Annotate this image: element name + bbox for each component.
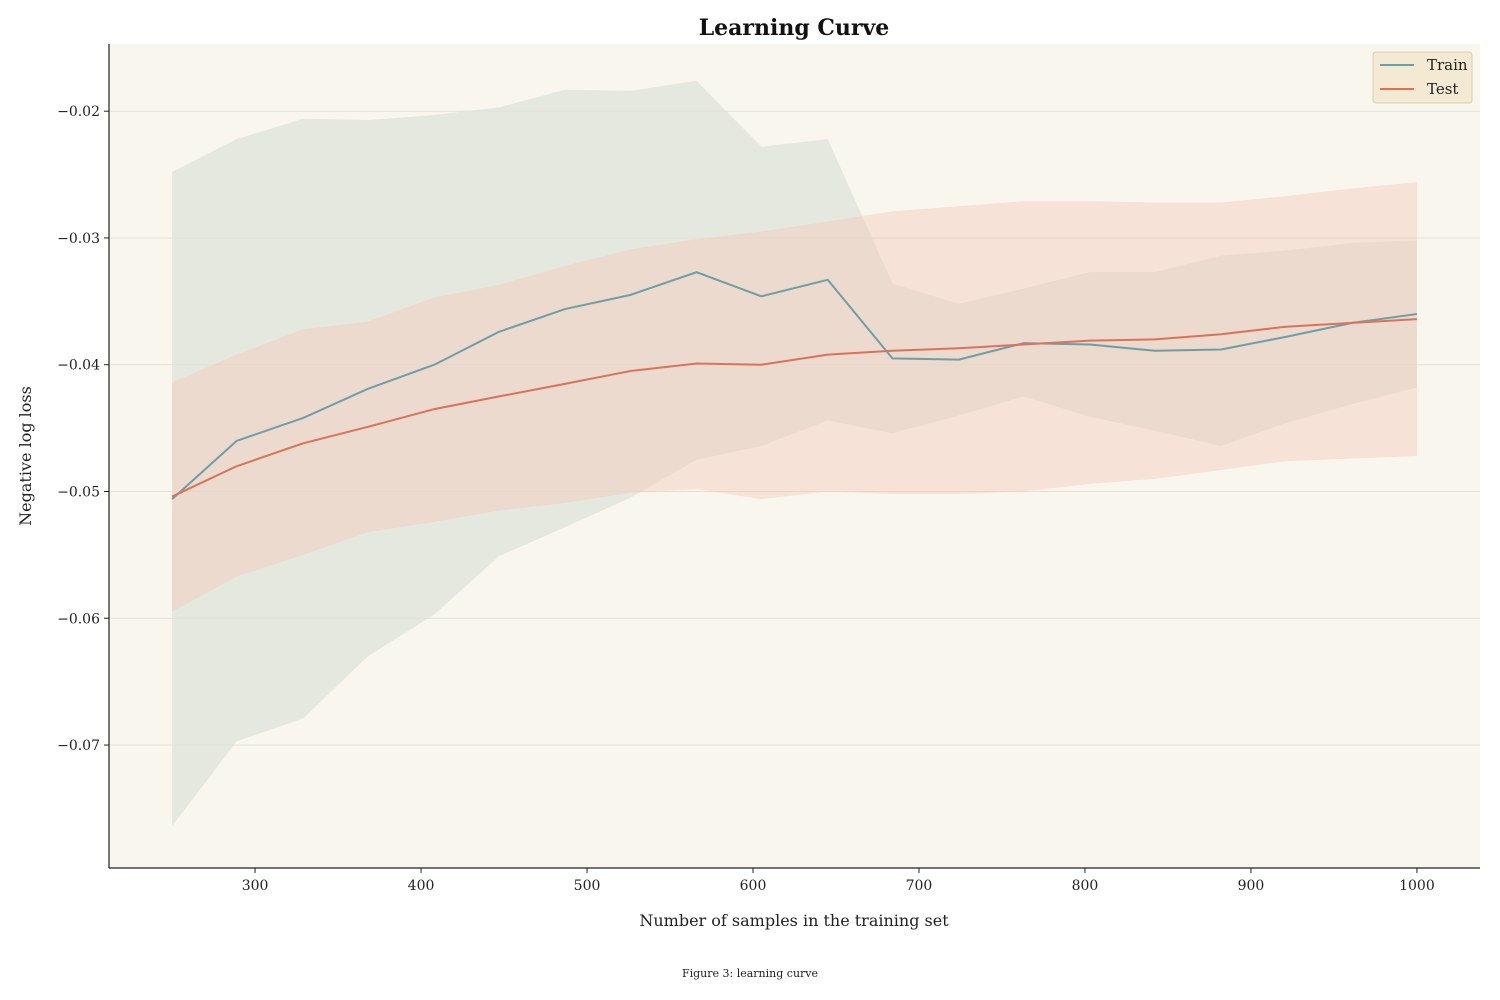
y-tick-label: −0.02 [57, 104, 100, 120]
train-std-band [172, 80, 1417, 827]
legend-label-train: Train [1427, 56, 1468, 74]
legend-label-test: Test [1427, 80, 1458, 98]
train-mean-line [171, 271, 1418, 500]
x-tick-label: 400 [408, 878, 435, 894]
x-tick-label: 800 [1072, 878, 1099, 894]
figure-caption: Figure 3: learning curve [682, 967, 818, 980]
legend: Train Test [1372, 51, 1473, 104]
test-mean-line [171, 318, 1417, 498]
y-tick-label: −0.05 [57, 484, 100, 500]
x-tick-label: 300 [242, 878, 269, 894]
confidence-bands [172, 80, 1417, 827]
y-tick-label: −0.06 [57, 611, 100, 627]
y-axis-label: Negative log loss [16, 386, 35, 526]
y-tick-label: −0.03 [57, 231, 100, 247]
test-std-band [172, 182, 1417, 612]
y-tick-label: −0.07 [57, 738, 100, 754]
y-tick-label: −0.04 [57, 358, 100, 374]
x-tick-label: 1000 [1399, 878, 1435, 894]
x-tick-label: 600 [740, 878, 767, 894]
x-axis-label: Number of samples in the training set [639, 911, 949, 930]
x-tick-label: 900 [1238, 878, 1265, 894]
series-lines [171, 271, 1418, 500]
x-tick-label: 500 [574, 878, 601, 894]
x-tick-label: 700 [906, 878, 933, 894]
chart-title: Learning Curve [699, 15, 890, 41]
axes: 300 400 500 600 700 800 900 1000 −0.07 −0.06 −0.05… [57, 44, 1480, 894]
